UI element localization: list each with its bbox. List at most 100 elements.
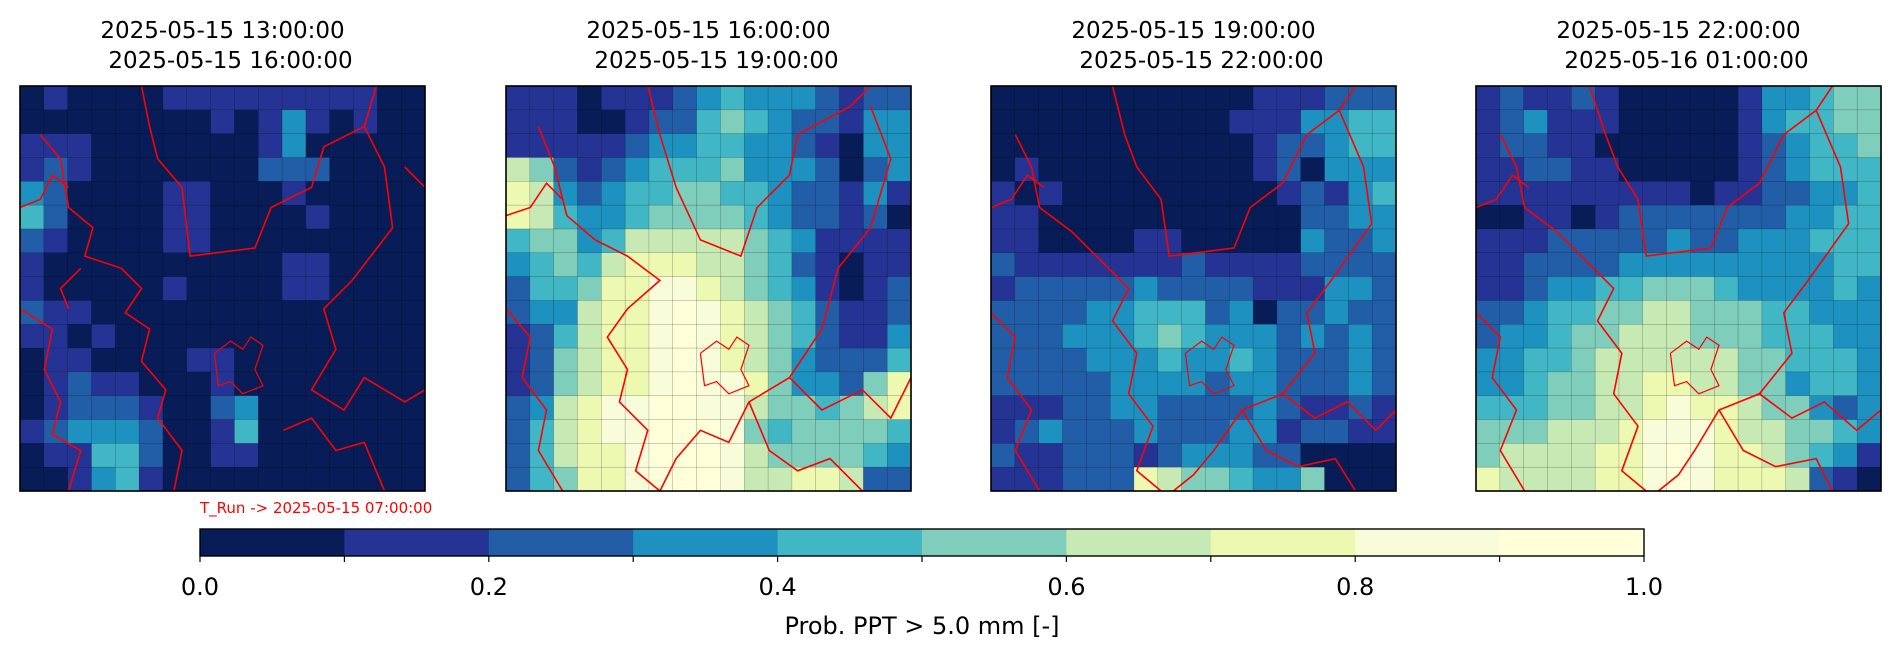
heatmap-cell <box>1181 300 1207 325</box>
heatmap-cell <box>1109 204 1135 230</box>
heatmap-cell <box>281 181 307 206</box>
heatmap-cell <box>19 466 45 492</box>
heatmap-cell <box>1014 228 1040 254</box>
heatmap-cell <box>138 347 164 373</box>
heatmap-cell <box>601 252 626 278</box>
heatmap-cell <box>115 395 140 421</box>
heatmap-cell <box>815 252 841 278</box>
heatmap-cell <box>1785 419 1811 445</box>
heatmap-cell <box>743 228 769 254</box>
heatmap-cell <box>767 276 793 302</box>
heatmap-cell <box>696 204 722 230</box>
heatmap-cell <box>1618 85 1644 111</box>
heatmap-cell <box>696 466 722 492</box>
heatmap-cell <box>1594 466 1620 492</box>
heatmap-cell <box>1523 181 1549 206</box>
heatmap-cell <box>19 133 45 159</box>
heatmap-cell <box>1666 85 1692 111</box>
heatmap-cell <box>505 395 531 421</box>
heatmap-cell <box>1062 395 1087 421</box>
heatmap-cell <box>839 204 865 230</box>
heatmap-cell <box>1276 276 1302 302</box>
heatmap-cell <box>990 276 1016 302</box>
city-outline <box>213 336 264 395</box>
heatmap-cell <box>720 276 745 302</box>
heatmap-cell <box>19 181 45 206</box>
heatmap-cell <box>1181 157 1207 182</box>
heatmap-cell <box>648 443 674 468</box>
heatmap-cell <box>210 443 236 468</box>
heatmap-cell <box>115 157 140 182</box>
heatmap-cell <box>553 109 579 135</box>
heatmap-cell <box>257 276 283 302</box>
heatmap-cell <box>400 443 426 468</box>
heatmap-cell <box>1833 466 1858 492</box>
heatmap-cell <box>601 133 626 159</box>
heatmap-cell <box>19 252 45 278</box>
heatmap-cell <box>1856 109 1882 135</box>
heatmap-cell <box>138 323 164 349</box>
heatmap-cell <box>1499 228 1525 254</box>
heatmap-cell <box>1324 181 1350 206</box>
heatmap-cell <box>1690 347 1715 373</box>
heatmap-cell <box>1856 181 1882 206</box>
heatmap-cell <box>1523 347 1549 373</box>
heatmap-cell <box>743 157 769 182</box>
heatmap-cell <box>1737 204 1763 230</box>
heatmap-cell <box>353 419 379 445</box>
heatmap-cell <box>505 133 531 159</box>
heatmap-cell <box>1157 347 1183 373</box>
heatmap-cell <box>210 228 236 254</box>
heatmap-cell <box>1499 347 1525 373</box>
heatmap-cell <box>577 371 602 397</box>
heatmap-cell <box>329 85 355 111</box>
heatmap-cell <box>1348 395 1373 421</box>
heatmap-cell <box>1371 204 1397 230</box>
heatmap-cell <box>19 347 45 373</box>
heatmap-cell <box>257 347 283 373</box>
heatmap-cell <box>1571 252 1596 278</box>
heatmap-cell <box>91 395 116 421</box>
heatmap-cell <box>601 157 626 182</box>
heatmap-cell <box>767 323 793 349</box>
heatmap-cell <box>1833 300 1858 325</box>
heatmap-cell <box>553 276 579 302</box>
heatmap-cell <box>377 347 402 373</box>
heatmap-cell <box>1690 181 1715 206</box>
heatmap-cell <box>19 276 45 302</box>
heatmap-cell <box>1181 228 1207 254</box>
heatmap-cell <box>577 181 602 206</box>
heatmap-cell <box>305 443 331 468</box>
heatmap-cell <box>1547 395 1572 421</box>
heatmap-cell <box>1371 300 1397 325</box>
heatmap-cell <box>377 419 402 445</box>
heatmap-cell <box>138 276 164 302</box>
heatmap-cell <box>1276 443 1302 468</box>
heatmap-cell <box>1499 204 1525 230</box>
heatmap-cell <box>1571 419 1596 445</box>
panel-title-end: 2025-05-15 16:00:00 <box>108 48 352 74</box>
heatmap-cell <box>553 300 579 325</box>
heatmap-cell <box>210 133 236 159</box>
heatmap-cell <box>505 228 531 254</box>
heatmap-cell <box>1348 443 1373 468</box>
heatmap-cell <box>1205 347 1230 373</box>
heatmap-cell <box>1133 109 1159 135</box>
border-line <box>310 126 426 412</box>
heatmap-cell <box>210 395 236 421</box>
heatmap-cell <box>210 181 236 206</box>
panel-frame <box>19 85 426 492</box>
border-line <box>1588 85 1834 257</box>
heatmap-cell <box>863 419 888 445</box>
heatmap-cell <box>162 371 188 397</box>
heatmap-cell <box>1133 228 1159 254</box>
heatmap-cell <box>1856 395 1882 421</box>
heatmap-cell <box>1348 109 1373 135</box>
heatmap-cell <box>1228 252 1254 278</box>
heatmap-cell <box>1157 371 1183 397</box>
heatmap-cell <box>1133 300 1159 325</box>
map-panel-4: 2025-05-15 22:00:00 2025-05-16 01:00:00 <box>1475 18 1882 492</box>
heatmap-cell <box>1523 395 1549 421</box>
heatmap-cell <box>1594 204 1620 230</box>
heatmap-cell <box>648 276 674 302</box>
